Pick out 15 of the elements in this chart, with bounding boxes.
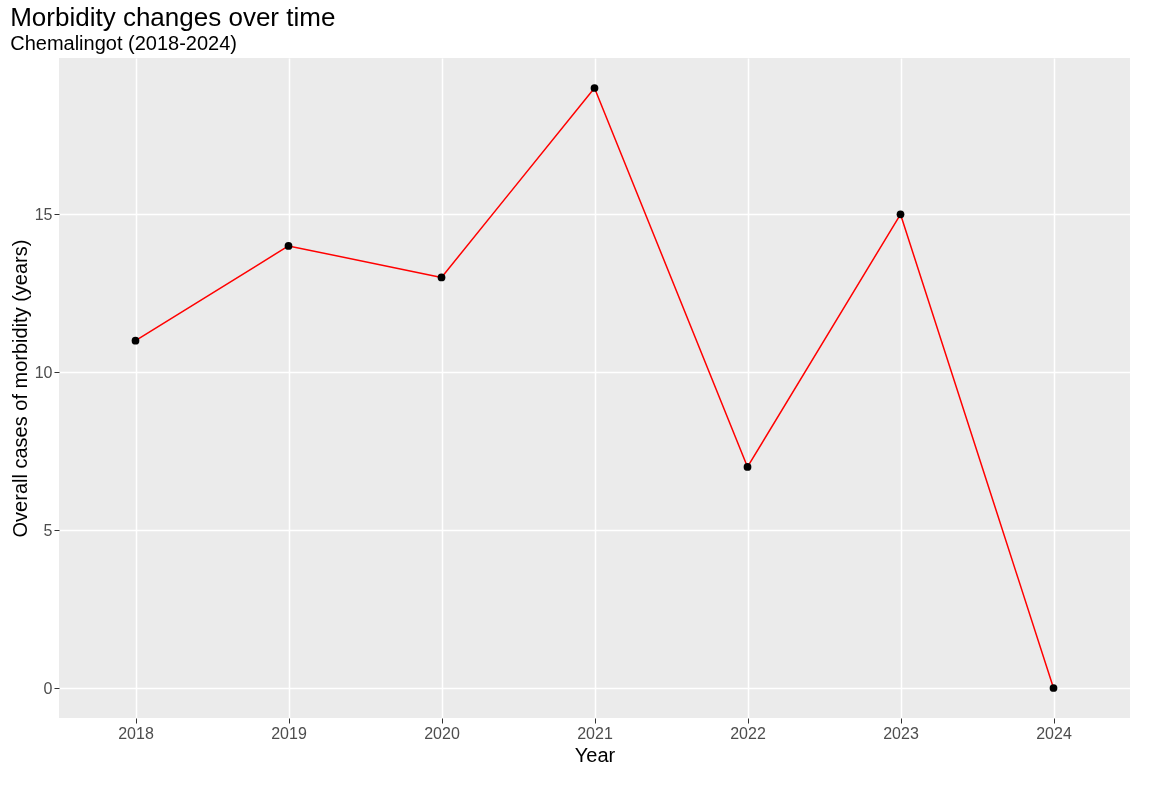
x-tick-label: 2023: [883, 724, 919, 742]
x-tick-label: 2022: [730, 724, 766, 742]
x-tick-label: 2018: [118, 724, 154, 742]
y-tick-label: 10: [34, 363, 53, 381]
x-tick-label: 2021: [577, 724, 613, 742]
y-tick-label: 15: [34, 205, 53, 223]
x-tick-label: 2024: [1036, 724, 1072, 742]
chart-subtitle: Chemalingot (2018-2024): [10, 32, 238, 54]
x-axis-title: Year: [574, 743, 616, 766]
y-axis-title: Overall cases of morbidity (years): [8, 239, 31, 538]
y-tick-label: 0: [43, 679, 53, 697]
x-tick-label: 2020: [424, 724, 460, 742]
y-tick-label: 5: [43, 521, 53, 539]
x-tick-label: 2019: [271, 724, 307, 742]
chart-title: Morbidity changes over time: [10, 2, 336, 32]
